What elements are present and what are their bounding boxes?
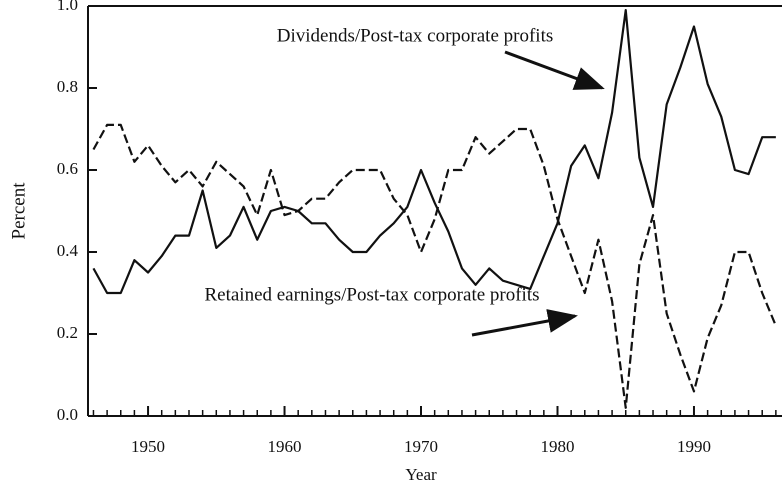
series-line <box>92 9 776 295</box>
arrow <box>504 50 605 90</box>
x-tick-label: 1990 <box>677 437 711 456</box>
y-tick-label: 0.8 <box>57 77 78 96</box>
y-axis-label: Percent <box>8 182 29 240</box>
y-tick-label: 0.4 <box>57 241 79 260</box>
x-tick-label: 1970 <box>404 437 438 456</box>
y-tick-label: 0.2 <box>57 323 78 342</box>
annotation: Retained earnings/Post-tax corporate pro… <box>204 284 539 305</box>
annotation: Dividends/Post-tax corporate profits <box>277 25 554 46</box>
arrow <box>471 309 578 337</box>
x-tick-label: 1960 <box>268 437 302 456</box>
y-tick-label: 0.0 <box>57 405 78 424</box>
series-line <box>92 123 777 409</box>
y-tick-label: 1.0 <box>57 0 78 14</box>
y-tick-label: 0.6 <box>57 159 78 178</box>
x-tick-label: 1980 <box>540 437 574 456</box>
x-axis-label: Year <box>405 465 437 484</box>
axes <box>87 5 782 417</box>
x-tick-label: 1950 <box>131 437 165 456</box>
